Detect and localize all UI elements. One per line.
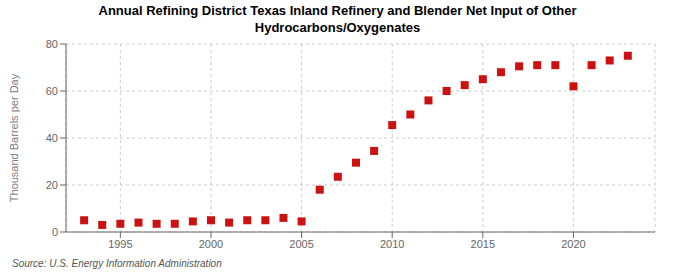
- svg-text:2000: 2000: [199, 238, 223, 250]
- svg-text:2020: 2020: [561, 238, 585, 250]
- svg-text:20: 20: [46, 179, 58, 191]
- svg-text:0: 0: [52, 226, 58, 238]
- html-text:Annual Refining District Texas: Annual Refining District Texas Inland Re…: [98, 3, 577, 18]
- svg-text:40: 40: [46, 132, 58, 144]
- html-text:Source: U.S. Energy Informatio: Source: U.S. Energy Information Administ…: [12, 258, 222, 269]
- svg-text:2005: 2005: [289, 238, 313, 250]
- svg-text:2015: 2015: [471, 238, 495, 250]
- svg-text:1995: 1995: [108, 238, 132, 250]
- html-text:Hydrocarbons/Oxygenates: Hydrocarbons/Oxygenates: [254, 20, 421, 35]
- svg-text:80: 80: [46, 38, 58, 50]
- svg-text:Thousand Barrels per Day: Thousand Barrels per Day: [8, 73, 20, 202]
- svg-text:60: 60: [46, 85, 58, 97]
- svg-text:2010: 2010: [380, 238, 404, 250]
